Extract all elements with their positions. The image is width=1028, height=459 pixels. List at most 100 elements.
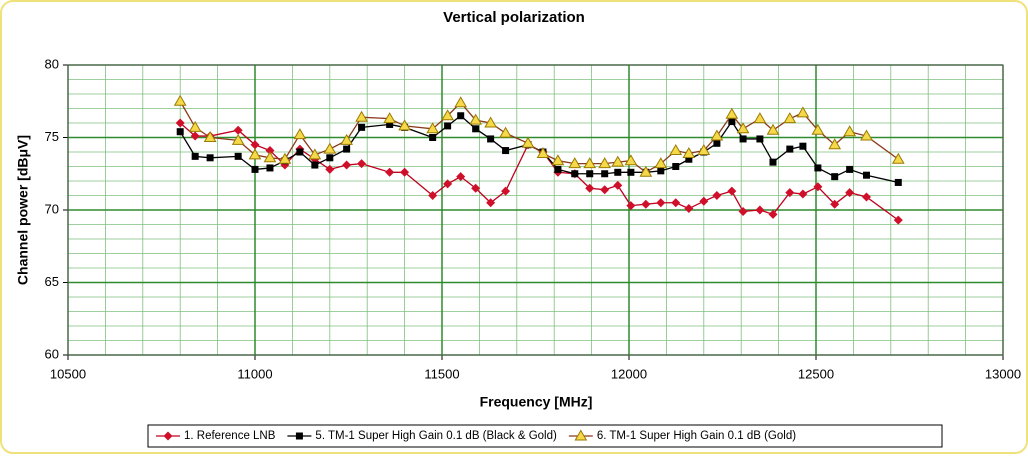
marker bbox=[611, 155, 625, 167]
marker bbox=[385, 167, 395, 177]
marker bbox=[710, 129, 724, 141]
marker bbox=[176, 128, 184, 136]
marker bbox=[502, 147, 510, 155]
legend-box bbox=[147, 424, 943, 448]
marker bbox=[323, 142, 337, 154]
marker bbox=[398, 119, 411, 131]
marker bbox=[188, 120, 202, 132]
marker bbox=[728, 118, 736, 126]
marker bbox=[843, 125, 857, 137]
marker bbox=[585, 183, 595, 193]
y-tick-label: 75 bbox=[45, 129, 59, 144]
x-tick-label: 12000 bbox=[611, 366, 647, 381]
x-tick-label: 12500 bbox=[798, 366, 834, 381]
marker bbox=[343, 145, 351, 153]
y-tick-label: 60 bbox=[45, 346, 59, 361]
marker bbox=[251, 165, 259, 173]
marker bbox=[712, 191, 722, 200]
marker bbox=[484, 116, 497, 128]
marker bbox=[755, 205, 765, 215]
marker bbox=[383, 112, 397, 124]
legend-marker bbox=[574, 429, 588, 441]
marker bbox=[614, 168, 622, 176]
marker bbox=[598, 157, 612, 169]
marker bbox=[441, 109, 454, 121]
marker bbox=[831, 173, 839, 181]
marker bbox=[639, 165, 653, 177]
legend-marker bbox=[163, 431, 173, 441]
marker bbox=[725, 107, 739, 119]
x-tick-label: 13000 bbox=[985, 366, 1021, 381]
marker bbox=[685, 155, 693, 163]
marker bbox=[799, 142, 807, 150]
marker bbox=[326, 154, 334, 162]
marker bbox=[699, 196, 709, 206]
marker bbox=[400, 167, 410, 177]
marker bbox=[583, 157, 597, 169]
marker bbox=[551, 154, 565, 166]
marker bbox=[613, 180, 623, 190]
marker bbox=[233, 125, 243, 135]
marker bbox=[845, 188, 855, 198]
marker bbox=[487, 135, 495, 143]
marker bbox=[250, 140, 260, 150]
marker bbox=[499, 126, 512, 138]
chart-title: Vertical polarization bbox=[443, 9, 585, 26]
marker bbox=[798, 189, 808, 199]
marker bbox=[175, 118, 185, 128]
marker bbox=[684, 204, 694, 214]
marker bbox=[830, 199, 840, 209]
marker bbox=[738, 206, 748, 216]
marker bbox=[697, 144, 711, 156]
marker bbox=[190, 131, 200, 141]
marker bbox=[358, 123, 366, 131]
marker bbox=[769, 158, 777, 166]
marker bbox=[296, 148, 304, 156]
marker bbox=[753, 112, 767, 124]
marker bbox=[796, 106, 810, 118]
marker bbox=[568, 157, 582, 169]
marker bbox=[357, 159, 367, 169]
marker bbox=[263, 151, 277, 163]
marker bbox=[293, 128, 307, 140]
y-tick-label: 70 bbox=[45, 201, 59, 216]
marker bbox=[811, 123, 825, 135]
marker bbox=[894, 178, 902, 186]
marker bbox=[521, 136, 535, 148]
marker bbox=[627, 168, 635, 176]
marker bbox=[428, 191, 438, 200]
marker bbox=[766, 123, 780, 135]
marker bbox=[456, 172, 466, 182]
y-tick-label: 80 bbox=[45, 56, 59, 71]
x-tick-label: 11500 bbox=[424, 366, 459, 381]
marker bbox=[426, 122, 440, 134]
x-axis-label: Frequency [MHz] bbox=[480, 394, 593, 410]
marker bbox=[191, 152, 199, 160]
marker bbox=[308, 148, 322, 160]
marker bbox=[266, 164, 274, 172]
marker bbox=[429, 134, 437, 141]
marker bbox=[278, 152, 292, 164]
marker bbox=[203, 131, 217, 142]
marker bbox=[860, 129, 873, 141]
marker bbox=[786, 145, 794, 153]
marker bbox=[739, 135, 747, 143]
y-axis-label: Channel power [dBμV] bbox=[15, 135, 31, 285]
marker bbox=[601, 170, 609, 178]
marker bbox=[234, 152, 242, 160]
marker bbox=[325, 164, 335, 174]
marker bbox=[571, 170, 579, 178]
marker bbox=[457, 112, 465, 120]
x-tick-label: 11000 bbox=[237, 366, 272, 381]
marker bbox=[355, 110, 368, 122]
marker bbox=[672, 163, 680, 170]
marker bbox=[727, 186, 737, 196]
marker bbox=[486, 198, 496, 208]
marker bbox=[501, 186, 511, 196]
marker bbox=[813, 182, 823, 192]
marker bbox=[554, 165, 562, 173]
marker bbox=[206, 154, 214, 162]
marker bbox=[893, 215, 903, 225]
marker bbox=[654, 157, 668, 169]
